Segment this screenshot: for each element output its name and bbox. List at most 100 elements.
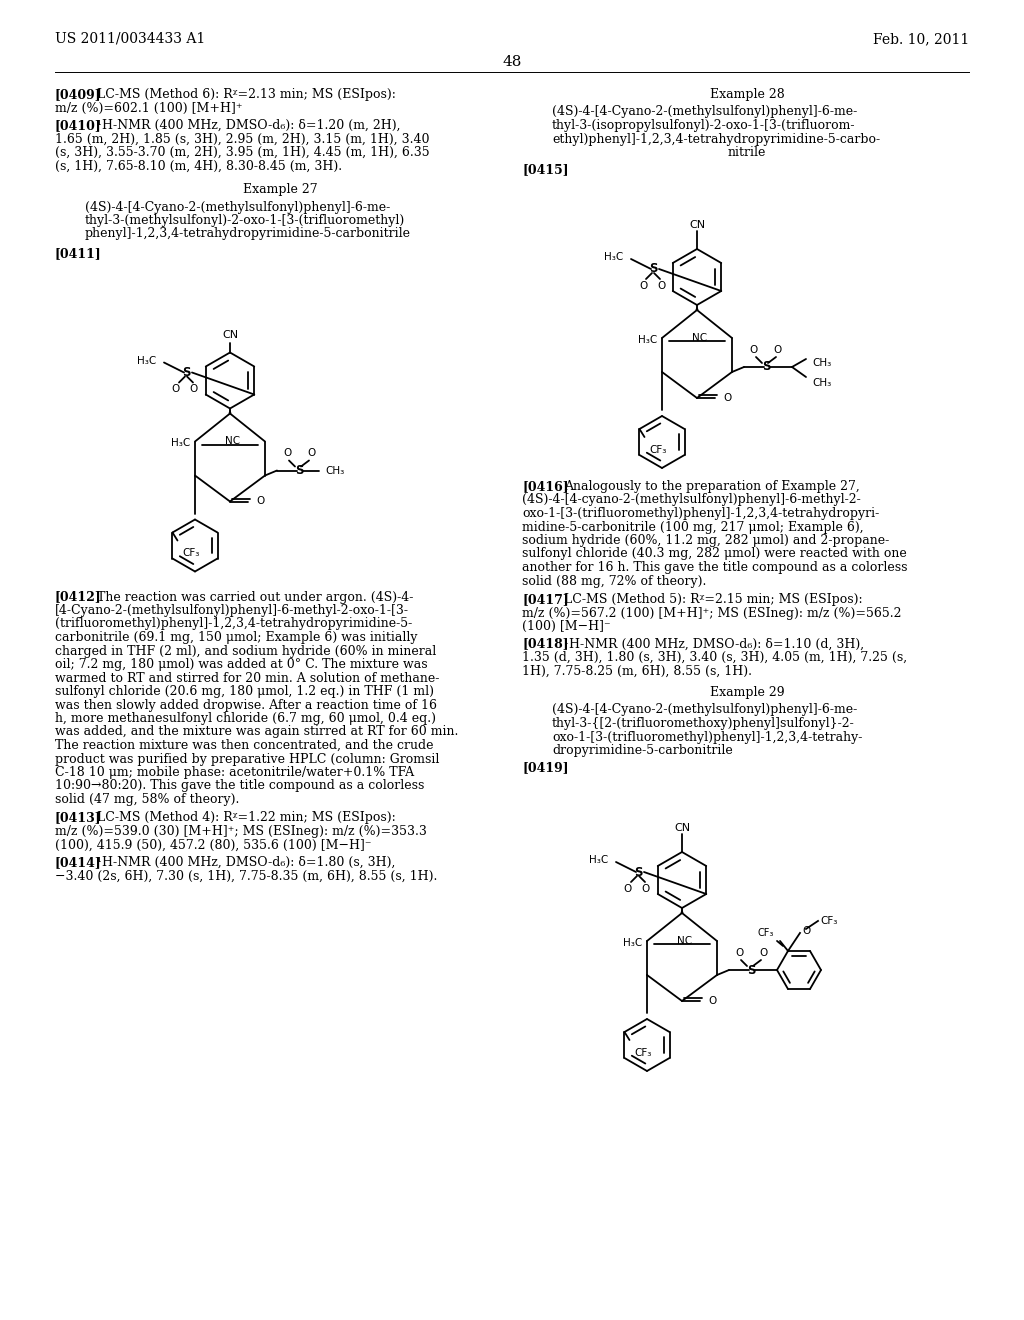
Text: (100), 415.9 (50), 457.2 (80), 535.6 (100) [M−H]⁻: (100), 415.9 (50), 457.2 (80), 535.6 (10… [55, 838, 372, 851]
Text: 1H), 7.75-8.25 (m, 6H), 8.55 (s, 1H).: 1H), 7.75-8.25 (m, 6H), 8.55 (s, 1H). [522, 664, 752, 677]
Text: S: S [649, 263, 657, 276]
Text: H₃C: H₃C [137, 355, 156, 366]
Text: O: O [759, 948, 767, 958]
Text: O: O [774, 345, 782, 355]
Text: S: S [634, 866, 642, 879]
Text: CH₃: CH₃ [812, 358, 831, 368]
Text: nitrile: nitrile [728, 147, 766, 158]
Text: sulfonyl chloride (20.6 mg, 180 μmol, 1.2 eq.) in THF (1 ml): sulfonyl chloride (20.6 mg, 180 μmol, 1.… [55, 685, 434, 698]
Text: [0419]: [0419] [522, 762, 568, 775]
Text: phenyl]-1,2,3,4-tetrahydropyrimidine-5-carbonitrile: phenyl]-1,2,3,4-tetrahydropyrimidine-5-c… [85, 227, 411, 240]
Text: solid (88 mg, 72% of theory).: solid (88 mg, 72% of theory). [522, 574, 707, 587]
Text: NC: NC [225, 437, 240, 446]
Text: oxo-1-[3-(trifluoromethyl)phenyl]-1,2,3,4-tetrahydropyri-: oxo-1-[3-(trifluoromethyl)phenyl]-1,2,3,… [522, 507, 880, 520]
Polygon shape [228, 408, 231, 413]
Text: O: O [639, 281, 647, 290]
Text: O: O [750, 345, 758, 355]
Text: NC: NC [692, 333, 707, 343]
Text: H₃C: H₃C [171, 438, 190, 449]
Text: O: O [256, 496, 264, 507]
Text: dropyrimidine-5-carbonitrile: dropyrimidine-5-carbonitrile [552, 744, 733, 756]
Text: O: O [802, 925, 810, 936]
Text: CF₃: CF₃ [649, 445, 667, 455]
Text: S: S [762, 360, 770, 374]
Text: charged in THF (2 ml), and sodium hydride (60% in mineral: charged in THF (2 ml), and sodium hydrid… [55, 644, 436, 657]
Text: (s, 3H), 3.55-3.70 (m, 2H), 3.95 (m, 1H), 4.45 (m, 1H), 6.35: (s, 3H), 3.55-3.70 (m, 2H), 3.95 (m, 1H)… [55, 147, 430, 158]
Text: Example 27: Example 27 [243, 183, 317, 195]
Polygon shape [681, 908, 683, 913]
Text: O: O [735, 948, 743, 958]
Text: sulfonyl chloride (40.3 mg, 282 μmol) were reacted with one: sulfonyl chloride (40.3 mg, 282 μmol) we… [522, 548, 906, 561]
Text: H₃C: H₃C [604, 252, 623, 261]
Text: (4S)-4-[4-Cyano-2-(methylsulfonyl)phenyl]-6-me-: (4S)-4-[4-Cyano-2-(methylsulfonyl)phenyl… [552, 704, 857, 717]
Text: O: O [642, 884, 650, 894]
Text: sodium hydride (60%, 11.2 mg, 282 μmol) and 2-propane-: sodium hydride (60%, 11.2 mg, 282 μmol) … [522, 535, 889, 546]
Text: CH₃: CH₃ [325, 466, 344, 475]
Text: CN: CN [674, 822, 690, 833]
Text: H₃C: H₃C [638, 335, 657, 345]
Text: midine-5-carbonitrile (100 mg, 217 μmol; Example 6),: midine-5-carbonitrile (100 mg, 217 μmol;… [522, 520, 863, 533]
Text: O: O [708, 997, 716, 1006]
Text: H₃C: H₃C [589, 855, 608, 865]
Text: US 2011/0034433 A1: US 2011/0034433 A1 [55, 32, 205, 46]
Text: thyl-3-(isopropylsulfonyl)-2-oxo-1-[3-(trifluorom-: thyl-3-(isopropylsulfonyl)-2-oxo-1-[3-(t… [552, 119, 855, 132]
Text: CF₃: CF₃ [820, 916, 838, 925]
Text: (s, 1H), 7.65-8.10 (m, 4H), 8.30-8.45 (m, 3H).: (s, 1H), 7.65-8.10 (m, 4H), 8.30-8.45 (m… [55, 160, 342, 173]
Text: [0415]: [0415] [522, 164, 568, 177]
Text: S: S [746, 964, 756, 977]
Text: LC-MS (Method 4): Rᵡ=1.22 min; MS (ESIpos):: LC-MS (Method 4): Rᵡ=1.22 min; MS (ESIpo… [97, 812, 395, 825]
Text: CF₃: CF₃ [635, 1048, 652, 1059]
Text: [0409]: [0409] [55, 88, 101, 102]
Text: −3.40 (2s, 6H), 7.30 (s, 1H), 7.75-8.35 (m, 6H), 8.55 (s, 1H).: −3.40 (2s, 6H), 7.30 (s, 1H), 7.75-8.35 … [55, 870, 437, 883]
Text: O: O [656, 281, 666, 290]
Text: CF₃: CF₃ [758, 928, 774, 939]
Text: ¹H-NMR (400 MHz, DMSO-d₆): δ=1.20 (m, 2H),: ¹H-NMR (400 MHz, DMSO-d₆): δ=1.20 (m, 2H… [97, 119, 400, 132]
Text: O: O [172, 384, 180, 395]
Text: O: O [624, 884, 632, 894]
Text: m/z (%)=539.0 (30) [M+H]⁺; MS (ESIneg): m/z (%)=353.3: m/z (%)=539.0 (30) [M+H]⁺; MS (ESIneg): … [55, 825, 427, 838]
Text: The reaction mixture was then concentrated, and the crude: The reaction mixture was then concentrat… [55, 739, 433, 752]
Text: m/z (%)=567.2 (100) [M+H]⁺; MS (ESIneg): m/z (%)=565.2: m/z (%)=567.2 (100) [M+H]⁺; MS (ESIneg):… [522, 606, 901, 619]
Text: S: S [181, 366, 190, 379]
Text: Example 29: Example 29 [710, 686, 784, 700]
Text: product was purified by preparative HPLC (column: Gromsil: product was purified by preparative HPLC… [55, 752, 439, 766]
Text: carbonitrile (69.1 mg, 150 μmol; Example 6) was initially: carbonitrile (69.1 mg, 150 μmol; Example… [55, 631, 418, 644]
Text: was added, and the mixture was again stirred at RT for 60 min.: was added, and the mixture was again sti… [55, 726, 459, 738]
Text: 48: 48 [503, 55, 521, 69]
Text: [0412]: [0412] [55, 590, 101, 603]
Text: m/z (%)=602.1 (100) [M+H]⁺: m/z (%)=602.1 (100) [M+H]⁺ [55, 102, 243, 115]
Text: [0410]: [0410] [55, 119, 101, 132]
Text: warmed to RT and stirred for 20 min. A solution of methane-: warmed to RT and stirred for 20 min. A s… [55, 672, 439, 685]
Text: [0417]: [0417] [522, 593, 568, 606]
Text: solid (47 mg, 58% of theory).: solid (47 mg, 58% of theory). [55, 793, 240, 807]
Text: oxo-1-[3-(trifluoromethyl)phenyl]-1,2,3,4-tetrahy-: oxo-1-[3-(trifluoromethyl)phenyl]-1,2,3,… [552, 730, 862, 743]
Text: [0418]: [0418] [522, 638, 568, 651]
Text: H₃C: H₃C [623, 939, 642, 948]
Text: ¹H-NMR (400 MHz, DMSO-d₆): δ=1.80 (s, 3H),: ¹H-NMR (400 MHz, DMSO-d₆): δ=1.80 (s, 3H… [97, 855, 395, 869]
Text: CN: CN [222, 330, 238, 339]
Text: another for 16 h. This gave the title compound as a colorless: another for 16 h. This gave the title co… [522, 561, 907, 574]
Text: Feb. 10, 2011: Feb. 10, 2011 [872, 32, 969, 46]
Text: 10:90→80:20). This gave the title compound as a colorless: 10:90→80:20). This gave the title compou… [55, 780, 424, 792]
Text: [0413]: [0413] [55, 812, 101, 825]
Text: C-18 10 μm; mobile phase: acetonitrile/water+0.1% TFA: C-18 10 μm; mobile phase: acetonitrile/w… [55, 766, 414, 779]
Text: ¹H-NMR (400 MHz, DMSO-d₆): δ=1.10 (d, 3H),: ¹H-NMR (400 MHz, DMSO-d₆): δ=1.10 (d, 3H… [564, 638, 864, 651]
Text: O: O [189, 384, 198, 395]
Text: (4S)-4-[4-cyano-2-(methylsulfonyl)phenyl]-6-methyl-2-: (4S)-4-[4-cyano-2-(methylsulfonyl)phenyl… [522, 494, 861, 507]
Text: oil; 7.2 mg, 180 μmol) was added at 0° C. The mixture was: oil; 7.2 mg, 180 μmol) was added at 0° C… [55, 657, 428, 671]
Text: CH₃: CH₃ [812, 378, 831, 388]
Text: NC: NC [677, 936, 692, 946]
Text: O: O [283, 449, 291, 458]
Text: ethyl)phenyl]-1,2,3,4-tetrahydropyrimidine-5-carbo-: ethyl)phenyl]-1,2,3,4-tetrahydropyrimidi… [552, 132, 880, 145]
Text: LC-MS (Method 5): Rᵡ=2.15 min; MS (ESIpos):: LC-MS (Method 5): Rᵡ=2.15 min; MS (ESIpo… [564, 593, 862, 606]
Text: [0416]: [0416] [522, 480, 568, 492]
Text: Analogously to the preparation of Example 27,: Analogously to the preparation of Exampl… [564, 480, 860, 492]
Text: h, more methanesulfonyl chloride (6.7 mg, 60 μmol, 0.4 eq.): h, more methanesulfonyl chloride (6.7 mg… [55, 711, 436, 725]
Text: O: O [307, 449, 315, 458]
Text: (100) [M−H]⁻: (100) [M−H]⁻ [522, 620, 610, 634]
Text: CF₃: CF₃ [182, 549, 200, 558]
Text: CN: CN [689, 220, 706, 230]
Text: O: O [723, 393, 731, 403]
Polygon shape [695, 305, 698, 310]
Text: [0411]: [0411] [55, 247, 101, 260]
